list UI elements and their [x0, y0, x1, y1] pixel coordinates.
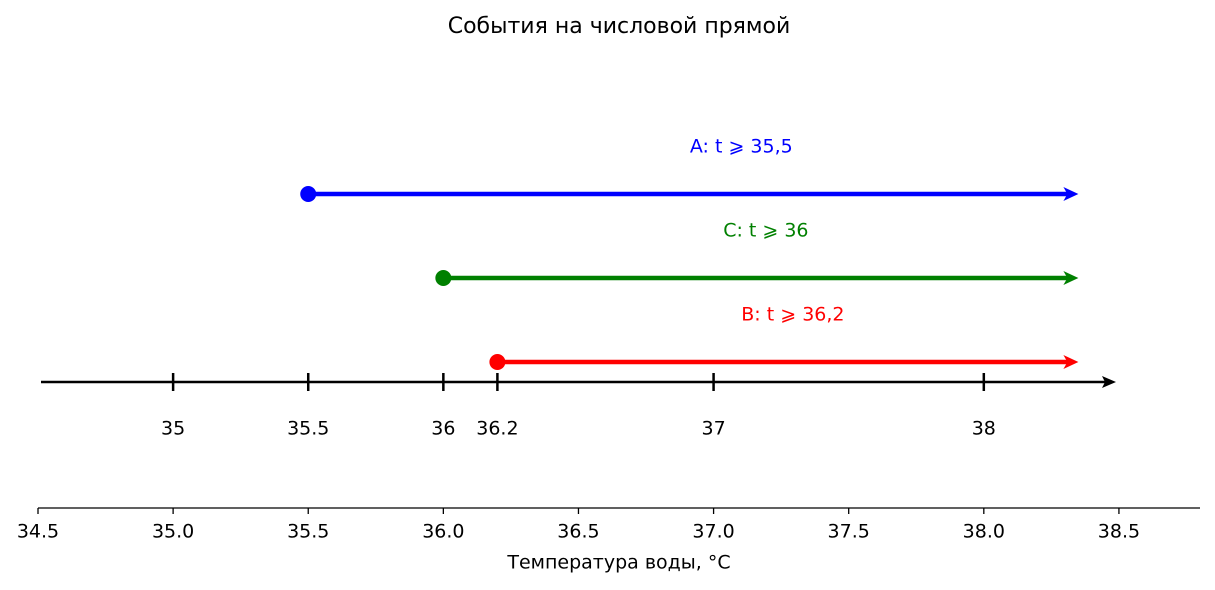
event-label: C: t ⩾ 36	[723, 220, 808, 242]
x-tick-label: 35.0	[152, 521, 194, 543]
x-axis-label: Температура воды, °C	[506, 552, 730, 574]
x-tick-label: 37.5	[828, 521, 870, 543]
number-line-tick-label: 37	[701, 418, 725, 440]
event-arrowhead	[1063, 187, 1079, 201]
event-start-point	[435, 270, 452, 286]
chart-title: События на числовой прямой	[448, 14, 791, 39]
event-arrowhead	[1063, 355, 1079, 369]
number-line-tick-label: 36.2	[476, 418, 518, 440]
number-line-tick-label: 35.5	[287, 418, 329, 440]
number-line-tick-label: 38	[972, 418, 996, 440]
x-tick-label: 34.5	[17, 521, 59, 543]
number-line-tick-label: 36	[431, 418, 455, 440]
x-tick-label: 38.5	[1098, 521, 1140, 543]
x-tick-label: 36.0	[422, 521, 464, 543]
number-line-arrow	[1102, 376, 1116, 388]
x-tick-label: 37.0	[692, 521, 734, 543]
x-tick-label: 35.5	[287, 521, 329, 543]
x-tick-label: 36.5	[557, 521, 599, 543]
event-arrowhead	[1063, 271, 1079, 285]
event-start-point	[489, 354, 506, 370]
event-start-point	[300, 186, 317, 202]
x-tick-label: 38.0	[963, 521, 1005, 543]
event-label: B: t ⩾ 36,2	[741, 304, 844, 326]
number-line-tick-label: 35	[161, 418, 185, 440]
event-label: A: t ⩾ 35,5	[690, 136, 793, 158]
